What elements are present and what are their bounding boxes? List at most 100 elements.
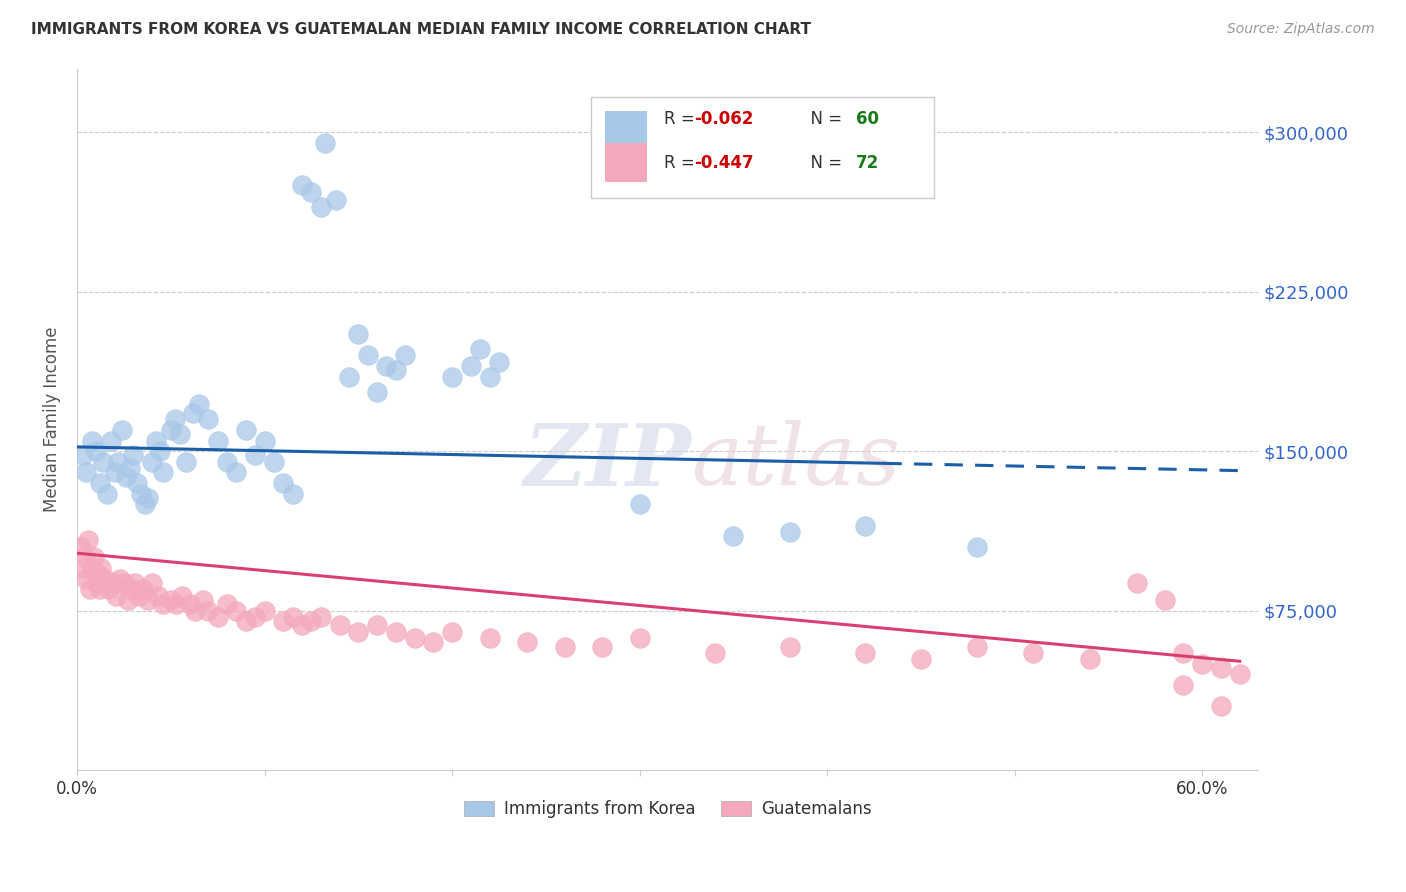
Text: R =: R =	[664, 153, 700, 171]
Point	[217, 597, 239, 611]
Point	[273, 614, 295, 628]
Point	[75, 572, 97, 586]
Point	[107, 455, 129, 469]
Point	[591, 640, 613, 654]
Point	[141, 576, 163, 591]
Point	[1229, 667, 1251, 681]
Point	[366, 618, 388, 632]
Point	[84, 444, 107, 458]
Point	[325, 194, 347, 208]
Point	[1078, 652, 1101, 666]
Point	[87, 567, 110, 582]
Text: 60: 60	[856, 111, 879, 128]
Text: N =: N =	[800, 153, 848, 171]
Point	[404, 631, 426, 645]
Point	[628, 631, 651, 645]
Point	[73, 550, 96, 565]
Point	[422, 635, 444, 649]
Point	[217, 455, 239, 469]
Point	[128, 589, 150, 603]
Point	[104, 466, 127, 480]
Point	[105, 589, 128, 603]
Point	[112, 576, 135, 591]
Point	[329, 618, 352, 632]
Point	[314, 136, 336, 150]
Point	[124, 576, 146, 591]
Point	[301, 185, 323, 199]
Point	[160, 423, 183, 437]
Point	[149, 444, 172, 458]
Point	[132, 582, 155, 597]
Point	[138, 593, 160, 607]
Point	[779, 640, 801, 654]
Point	[121, 582, 143, 597]
Point	[281, 486, 304, 500]
Point	[146, 589, 169, 603]
Point	[385, 363, 408, 377]
Point	[263, 455, 285, 469]
Point	[245, 610, 267, 624]
Point	[366, 384, 388, 399]
Point	[191, 593, 214, 607]
Point	[179, 597, 201, 611]
Point	[441, 624, 464, 639]
Point	[72, 561, 94, 575]
Point	[96, 486, 118, 500]
Point	[225, 603, 247, 617]
Point	[910, 652, 932, 666]
Text: IMMIGRANTS FROM KOREA VS GUATEMALAN MEDIAN FAMILY INCOME CORRELATION CHART: IMMIGRANTS FROM KOREA VS GUATEMALAN MEDI…	[31, 22, 811, 37]
Text: -0.062: -0.062	[693, 111, 754, 128]
Point	[127, 476, 149, 491]
Point	[253, 603, 276, 617]
Point	[628, 497, 651, 511]
FancyBboxPatch shape	[591, 96, 934, 198]
Point	[90, 561, 112, 575]
Point	[235, 614, 257, 628]
Point	[253, 434, 276, 448]
Point	[347, 624, 370, 639]
Point	[516, 635, 538, 649]
Point	[207, 434, 229, 448]
Point	[347, 327, 370, 342]
Point	[188, 397, 211, 411]
Point	[84, 576, 107, 591]
Bar	[605, 111, 647, 149]
Point	[291, 618, 314, 632]
Point	[82, 561, 104, 575]
Point	[488, 355, 510, 369]
Point	[1125, 576, 1147, 591]
Point	[1191, 657, 1213, 671]
Point	[118, 461, 141, 475]
Point	[478, 369, 501, 384]
Point	[309, 610, 332, 624]
Point	[145, 434, 167, 448]
Point	[966, 540, 988, 554]
Point	[273, 476, 295, 491]
Point	[703, 646, 725, 660]
Point	[235, 423, 257, 437]
Point	[77, 533, 100, 548]
Text: atlas: atlas	[692, 420, 900, 503]
Point	[779, 524, 801, 539]
Point	[853, 646, 876, 660]
Point	[160, 593, 183, 607]
Point	[197, 603, 219, 617]
Point	[82, 434, 104, 448]
Point	[375, 359, 398, 373]
Point	[357, 349, 380, 363]
Point	[1173, 678, 1195, 692]
Point	[460, 359, 482, 373]
Point	[207, 610, 229, 624]
Point	[1209, 699, 1232, 714]
Point	[174, 455, 197, 469]
Point	[152, 597, 174, 611]
Point	[169, 427, 191, 442]
Point	[291, 178, 314, 193]
Point	[853, 518, 876, 533]
Point	[110, 572, 132, 586]
Point	[163, 412, 186, 426]
Bar	[605, 144, 647, 182]
Point	[245, 449, 267, 463]
Y-axis label: Median Family Income: Median Family Income	[44, 326, 60, 512]
Point	[478, 631, 501, 645]
